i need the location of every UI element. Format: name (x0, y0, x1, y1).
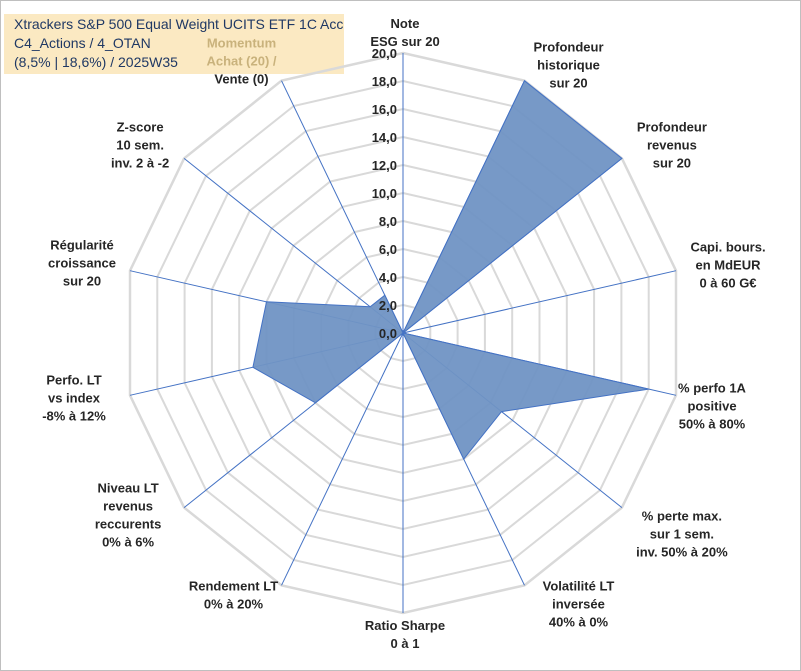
axis-label-line: 50% à 80% (679, 416, 746, 431)
axis-label: Profondeur historique sur 20 (533, 40, 603, 91)
axis-label: Volatilité LT inversée 40% à 0% (543, 578, 615, 629)
fund-name: Xtrackers S&P 500 Equal Weight UCITS ETF… (14, 16, 344, 32)
axis-label-line: -8% à 12% (42, 408, 106, 423)
axis-label-line: Régularité (50, 238, 114, 253)
axis-label: Z-score 10 sem. inv. 2 à -2 (111, 119, 169, 170)
axis-label-line: vs index (48, 390, 101, 405)
axis-label-line: historique (537, 58, 600, 73)
axis-label-line: inv. 50% à 20% (636, 545, 728, 560)
tick-label: 6,0 (379, 242, 397, 257)
axis-label: Perfo. LT vs index -8% à 12% (42, 372, 106, 423)
axis-label-line: revenus (103, 499, 153, 514)
axis-spoke (281, 332, 404, 586)
axis-label-line: Niveau LT (98, 481, 159, 496)
axis-label-line: 40% à 0% (549, 614, 609, 629)
radar-axis-labels: Note ESG sur 20 Profondeur historique sur 20… (42, 16, 765, 651)
fund-stats: (8,5% | 18,6%) / 2025W35 (14, 54, 178, 70)
axis-label-line: 0% à 6% (102, 535, 154, 550)
axis-label-line: sur 20 (653, 155, 691, 170)
axis-label-line: Profondeur (533, 40, 603, 55)
axis-label-line: 10 sem. (116, 137, 164, 152)
axis-label: Rendement LT 0% à 20% (189, 578, 278, 611)
tick-label: 12,0 (372, 158, 397, 173)
axis-label: Note ESG sur 20 (370, 16, 439, 49)
axis-label-line: sur 20 (63, 274, 101, 289)
tick-label: 10,0 (372, 186, 397, 201)
tick-label: 4,0 (379, 270, 397, 285)
title-box: Xtrackers S&P 500 Equal Weight UCITS ETF… (4, 14, 344, 74)
axis-label-line: en MdEUR (696, 258, 762, 273)
axis-label: % perte max. sur 1 sem. inv. 50% à 20% (636, 509, 728, 560)
tick-label: 14,0 (372, 130, 397, 145)
axis-label-line: 0 à 60 G€ (699, 276, 756, 291)
tick-label: 8,0 (379, 214, 397, 229)
axis-label-line: Perfo. LT (46, 372, 101, 387)
axis-label-line: Capi. bours. (690, 240, 765, 255)
series-area (252, 79, 649, 461)
axis-label-line: Rendement LT (189, 578, 278, 593)
tick-label: 16,0 (372, 102, 397, 117)
axis-label-line: Vente (0) (214, 72, 268, 87)
axis-label-line: Note (391, 16, 420, 31)
axis-label-line: Volatilité LT (543, 578, 615, 593)
axis-label-line: Momentum (207, 36, 276, 51)
axis-label: Momentum Achat (20) / Vente (0) (206, 36, 276, 87)
axis-label: Niveau LT revenus reccurents 0% à 6% (95, 481, 161, 550)
radar-series (252, 79, 649, 461)
fund-category: C4_Actions / 4_OTAN (14, 35, 151, 51)
axis-label-line: Achat (20) / (206, 54, 276, 69)
axis-spoke (402, 270, 677, 334)
axis-label-line: sur 1 sem. (650, 527, 714, 542)
radar-tick-labels: 0,0 2,0 4,0 6,0 8,0 10,0 12,0 14,0 16,0 18,0 20,0 (372, 46, 397, 341)
axis-label-line: ESG sur 20 (370, 34, 439, 49)
axis-label: Régularité croissance sur 20 (48, 238, 116, 289)
axis-label-line: Profondeur (637, 119, 707, 134)
axis-label: Capi. bours. en MdEUR 0 à 60 G€ (690, 240, 765, 291)
axis-label-line: % perfo 1A (678, 380, 747, 395)
axis-label-line: Z-score (117, 119, 164, 134)
axis-label-line: revenus (647, 137, 697, 152)
axis-label: Ratio Sharpe 0 à 1 (365, 618, 445, 651)
axis-spoke (281, 80, 404, 334)
axis-label-line: sur 20 (549, 76, 587, 91)
tick-label: 20,0 (372, 46, 397, 61)
axis-label: % perfo 1A positive 50% à 80% (678, 380, 747, 431)
axis-label-line: inversée (552, 596, 605, 611)
tick-label: 0,0 (379, 326, 397, 341)
tick-label: 2,0 (379, 298, 397, 313)
axis-label-line: croissance (48, 256, 116, 271)
axis-label-line: inv. 2 à -2 (111, 155, 169, 170)
axis-label: Profondeur revenus sur 20 (637, 119, 707, 170)
axis-label-line: Ratio Sharpe (365, 618, 445, 633)
axis-label-line: 0 à 1 (391, 636, 420, 651)
axis-label-line: reccurents (95, 517, 161, 532)
axis-label-line: 0% à 20% (204, 596, 264, 611)
tick-label: 18,0 (372, 74, 397, 89)
axis-spoke (183, 158, 404, 334)
axis-label-line: % perte max. (642, 509, 722, 524)
axis-label-line: positive (687, 398, 736, 413)
